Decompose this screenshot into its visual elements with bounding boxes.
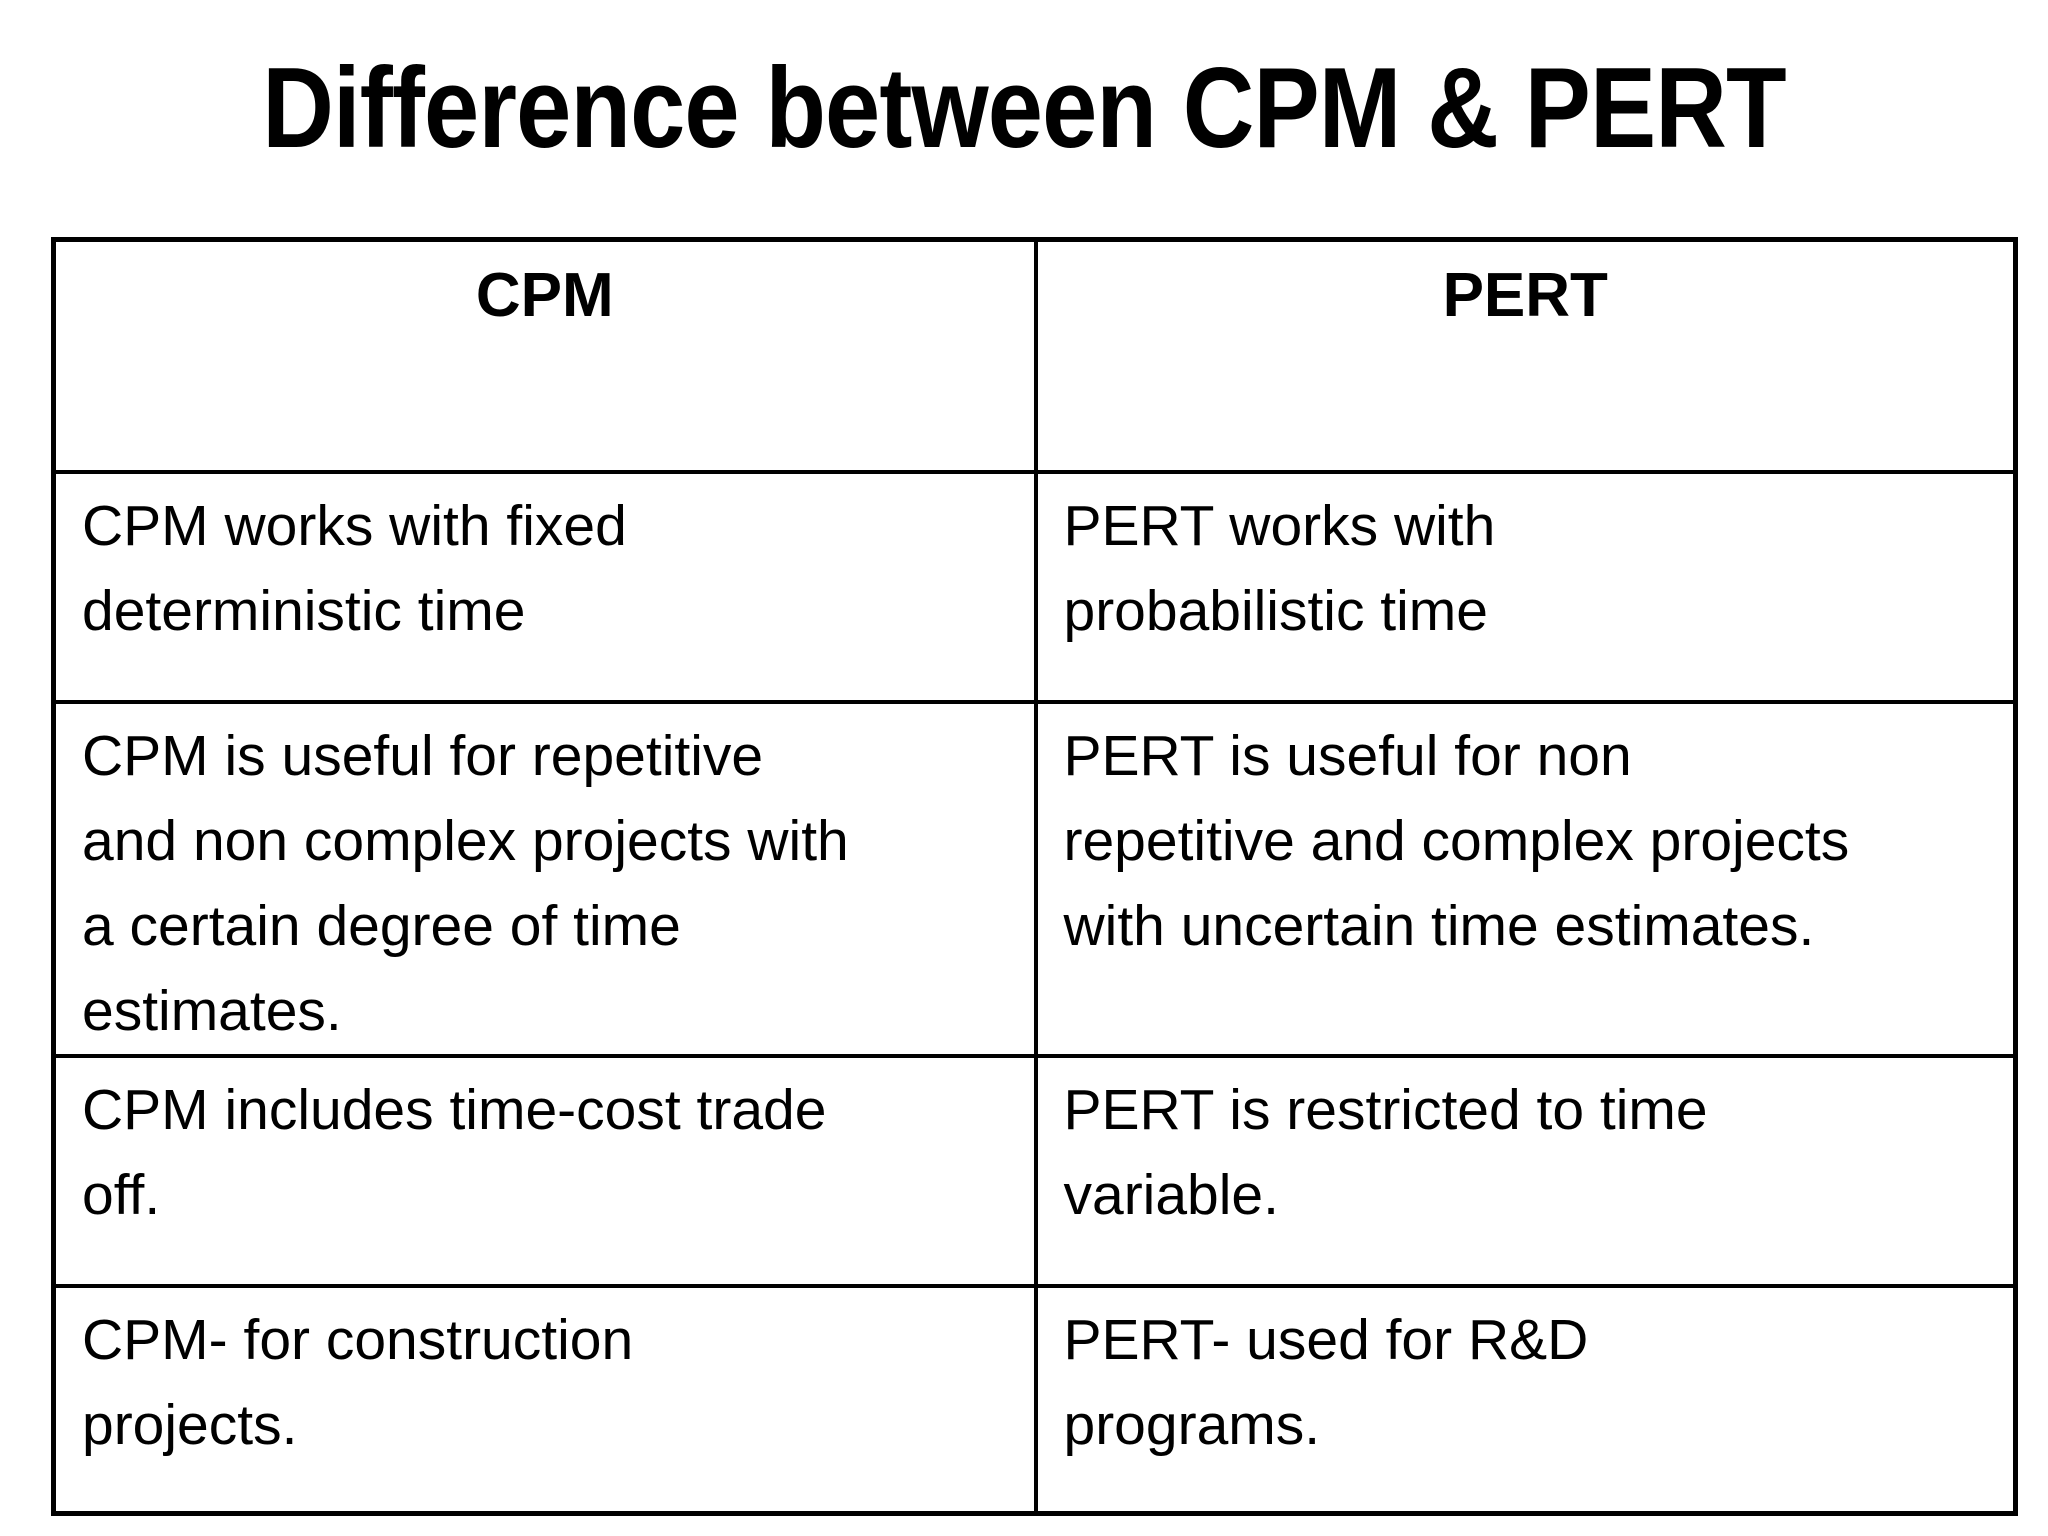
cell-cpm-time-cost-trade-off: CPM includes time-cost trade off. — [51, 1053, 1038, 1288]
cell-pert-probabilistic-time: PERT works with probabilistic time — [1033, 469, 2018, 704]
column-header-cpm: CPM — [51, 237, 1038, 474]
cell-pert-time-variable: PERT is restricted to time variable. — [1033, 1053, 2018, 1288]
cell-pert-rd-programs: PERT- used for R&D programs. — [1033, 1283, 2018, 1516]
cell-cpm-construction-projects: CPM- for construction projects. — [51, 1283, 1038, 1516]
cell-cpm-repetitive-projects: CPM is useful for repetitive and non com… — [51, 699, 1038, 1058]
page-title: Difference between CPM & PERT — [262, 45, 1786, 172]
table-row: CPM is useful for repetitive and non com… — [51, 699, 2018, 1058]
cell-pert-non-repetitive-projects: PERT is useful for non repetitive and co… — [1033, 699, 2018, 1058]
column-header-pert: PERT — [1033, 237, 2018, 474]
table-row: CPM- for construction projects. PERT- us… — [51, 1283, 2018, 1516]
comparison-table: CPM PERT CPM works with fixed determinis… — [51, 237, 2018, 1516]
cell-cpm-deterministic-time: CPM works with fixed deterministic time — [51, 469, 1038, 704]
table-row: CPM includes time-cost trade off. PERT i… — [51, 1053, 2018, 1288]
table-row: CPM works with fixed deterministic time … — [51, 469, 2018, 704]
table-header-row: CPM PERT — [51, 237, 2018, 474]
